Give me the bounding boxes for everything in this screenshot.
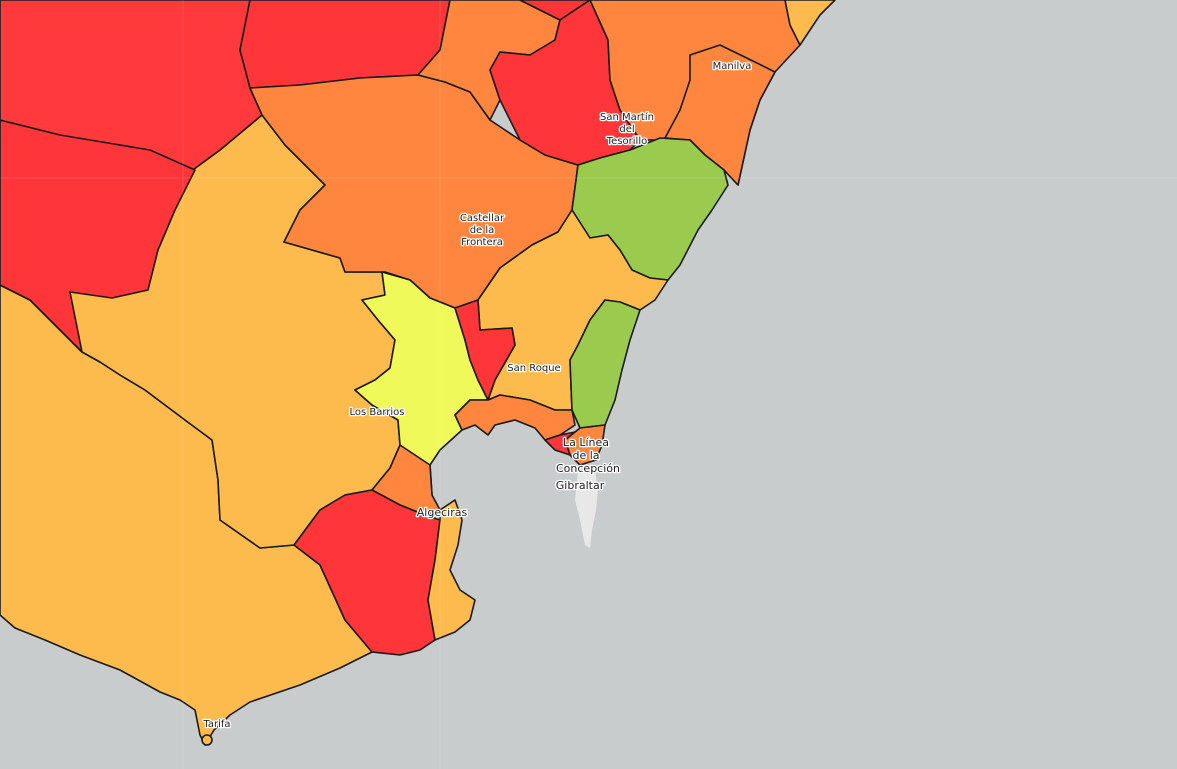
region-northwest-b[interactable]: [0, 119, 196, 353]
label-castellar-2: de la: [470, 225, 495, 236]
label-algeciras: Algeciras: [417, 506, 468, 519]
region-la-linea-red[interactable]: [544, 431, 576, 456]
label-san-martin-2: del: [619, 124, 634, 135]
region-algeciras-coast[interactable]: [427, 499, 476, 641]
region-red-san-roque[interactable]: [454, 299, 516, 401]
label-la-linea-3: Concepción: [556, 462, 620, 475]
region-bay-orange[interactable]: [454, 394, 576, 441]
label-san-roque: San Roque: [507, 363, 560, 374]
region-manilva[interactable]: [664, 44, 776, 186]
label-gibraltar: Gibraltar: [556, 479, 605, 492]
tarifa-island[interactable]: [201, 734, 213, 746]
label-manilva: Manilva: [713, 61, 752, 72]
label-la-linea-1: La Línea: [563, 436, 609, 449]
label-castellar-3: Frontera: [461, 237, 503, 248]
label-castellar-1: Castellar: [460, 213, 505, 224]
label-los-barrios: Los Barrios: [349, 407, 404, 418]
label-la-linea-2: de la: [572, 449, 599, 462]
region-casares[interactable]: [784, 0, 836, 46]
label-san-martin-1: San Martín: [600, 111, 654, 123]
label-tarifa: Tarifa: [202, 719, 230, 730]
gibraltar-area[interactable]: [575, 470, 598, 548]
label-san-martin-3: Tesorillo: [606, 136, 647, 147]
